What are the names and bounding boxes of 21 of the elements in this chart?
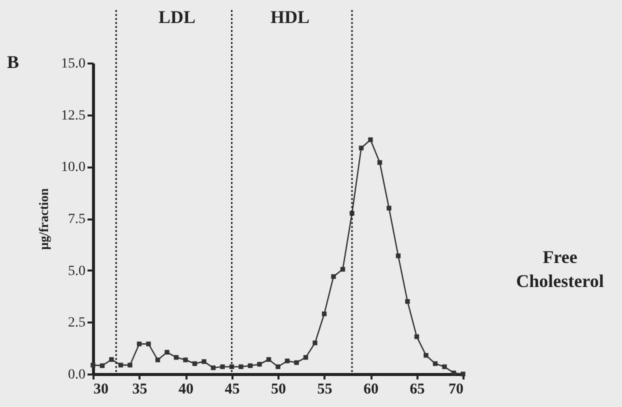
y-tick-label: 0.0 — [68, 368, 86, 382]
x-tick-label: 70 — [448, 382, 464, 398]
text: B — [6, 52, 20, 72]
y-tick-label: 12.5 — [61, 108, 86, 124]
text: LDL — [158, 7, 196, 27]
y-axis-title: μg/fraction — [36, 187, 51, 250]
y-tick-label: 15.0 — [61, 56, 86, 72]
text: Free Cholesterol — [516, 247, 604, 291]
x-tick-label: 55 — [317, 382, 332, 398]
text: HDL — [270, 7, 310, 27]
y-tick-label: 5.0 — [68, 264, 86, 279]
y-tick-label: 2.5 — [68, 316, 86, 331]
x-tick-label: 60 — [364, 382, 378, 398]
x-tick-label: 30 — [94, 382, 108, 398]
x-tick-label: 50 — [271, 382, 286, 398]
x-tick-label: 35 — [132, 382, 148, 398]
y-tick-label: 7.5 — [68, 212, 86, 227]
x-tick-label: 40 — [178, 382, 194, 398]
x-tick-label: 45 — [224, 382, 240, 398]
x-tick-label: 65 — [410, 382, 425, 398]
y-tick-label: 10.0 — [61, 160, 86, 176]
